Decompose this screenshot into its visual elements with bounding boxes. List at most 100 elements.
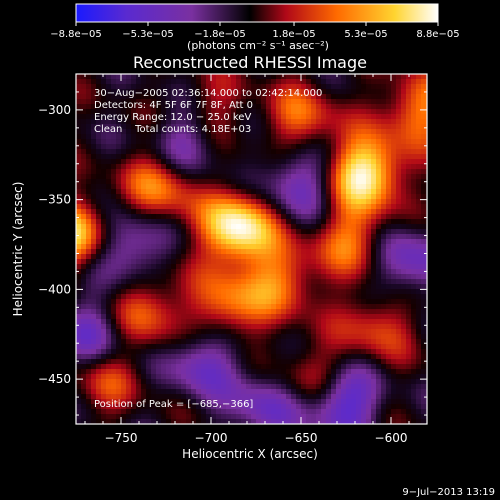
heatmap-cell (136, 389, 142, 395)
heatmap-cell (236, 94, 242, 100)
heatmap-cell (106, 169, 112, 175)
heatmap-cell (186, 279, 192, 285)
heatmap-cell (76, 279, 82, 285)
heatmap-cell (166, 374, 172, 380)
heatmap-cell (141, 244, 147, 250)
heatmap-cell (206, 244, 212, 250)
heatmap-cell (281, 289, 287, 295)
heatmap-cell (316, 354, 322, 360)
heatmap-cell (151, 254, 157, 260)
heatmap-cell (86, 174, 92, 180)
heatmap-cell (191, 179, 197, 185)
heatmap-cell (406, 84, 412, 90)
heatmap-cell (141, 179, 147, 185)
heatmap-cell (196, 99, 202, 105)
heatmap-cell (251, 84, 257, 90)
heatmap-cell (306, 319, 312, 325)
heatmap-cell (361, 359, 367, 365)
heatmap-cell (131, 339, 137, 345)
heatmap-cell (231, 274, 237, 280)
heatmap-cell (81, 224, 87, 230)
heatmap-cell (76, 374, 82, 380)
heatmap-cell (206, 299, 212, 305)
heatmap-cell (171, 184, 177, 190)
heatmap-cell (186, 314, 192, 320)
heatmap-cell (401, 374, 407, 380)
heatmap-cell (196, 404, 202, 410)
heatmap-cell (261, 119, 267, 125)
heatmap-cell (146, 84, 152, 90)
heatmap-cell (361, 199, 367, 205)
heatmap-cell (286, 124, 292, 130)
heatmap-cell (316, 289, 322, 295)
heatmap-cell (141, 239, 147, 245)
heatmap-cell (276, 99, 282, 105)
heatmap-cell (246, 419, 252, 424)
heatmap-cell (311, 94, 317, 100)
heatmap-cell (116, 324, 122, 330)
heatmap-cell (286, 214, 292, 220)
heatmap-cell (156, 214, 162, 220)
heatmap-cell (336, 304, 342, 310)
heatmap-cell (336, 184, 342, 190)
heatmap-cell (381, 234, 387, 240)
heatmap-cell (271, 259, 277, 265)
heatmap-cell (376, 324, 382, 330)
heatmap-cell (311, 194, 317, 200)
heatmap-cell (396, 314, 402, 320)
heatmap-cell (316, 144, 322, 150)
heatmap-cell (166, 314, 172, 320)
heatmap-cell (371, 309, 377, 315)
heatmap-cell (156, 269, 162, 275)
heatmap-cell (161, 254, 167, 260)
heatmap-cell (106, 89, 112, 95)
heatmap-cell (376, 304, 382, 310)
heatmap-cell (381, 214, 387, 220)
heatmap-cell (161, 184, 167, 190)
heatmap-cell (146, 119, 152, 125)
heatmap-cell (261, 74, 267, 80)
heatmap-cell (136, 84, 142, 90)
heatmap-cell (396, 294, 402, 300)
heatmap-cell (146, 369, 152, 375)
heatmap-cell (111, 414, 117, 420)
heatmap-cell (386, 119, 392, 125)
heatmap-cell (186, 329, 192, 335)
heatmap-cell (86, 299, 92, 305)
heatmap-cell (356, 309, 362, 315)
heatmap-cell (161, 274, 167, 280)
heatmap-cell (81, 169, 87, 175)
heatmap-cell (361, 279, 367, 285)
heatmap-cell (156, 404, 162, 410)
heatmap-cell (421, 244, 427, 250)
heatmap-cell (201, 194, 207, 200)
colorbar-unit-label: (photons cm⁻² s⁻¹ asec⁻²) (187, 39, 329, 52)
heatmap-cell (421, 344, 427, 350)
heatmap-cell (251, 139, 257, 145)
heatmap-cell (76, 379, 82, 385)
heatmap-cell (151, 169, 157, 175)
heatmap-cell (241, 369, 247, 375)
heatmap-cell (306, 309, 312, 315)
heatmap-cell (371, 409, 377, 415)
heatmap-cell (161, 84, 167, 90)
heatmap-cell (416, 154, 422, 160)
heatmap-cell (271, 274, 277, 280)
heatmap-cell (91, 259, 97, 265)
heatmap-cell (171, 384, 177, 390)
heatmap-cell (421, 299, 427, 305)
heatmap-cell (326, 399, 332, 405)
heatmap-cell (321, 399, 327, 405)
heatmap-cell (266, 279, 272, 285)
heatmap-cell (201, 334, 207, 340)
heatmap-cell (316, 379, 322, 385)
heatmap-cell (361, 379, 367, 385)
heatmap-cell (196, 249, 202, 255)
heatmap-cell (96, 349, 102, 355)
heatmap-cell (111, 314, 117, 320)
heatmap-cell (391, 129, 397, 135)
heatmap-cell (106, 409, 112, 415)
heatmap-cell (121, 314, 127, 320)
heatmap-cell (171, 279, 177, 285)
heatmap-cell (126, 384, 132, 390)
